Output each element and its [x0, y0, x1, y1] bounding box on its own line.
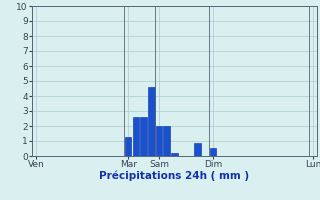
Bar — [210, 148, 216, 156]
Bar — [125, 137, 132, 156]
Bar — [140, 117, 147, 156]
Bar — [164, 126, 170, 156]
Bar — [156, 126, 162, 156]
Bar — [133, 117, 139, 156]
Bar — [148, 87, 155, 156]
Bar — [171, 153, 178, 156]
X-axis label: Précipitations 24h ( mm ): Précipitations 24h ( mm ) — [99, 171, 250, 181]
Bar — [194, 143, 201, 156]
